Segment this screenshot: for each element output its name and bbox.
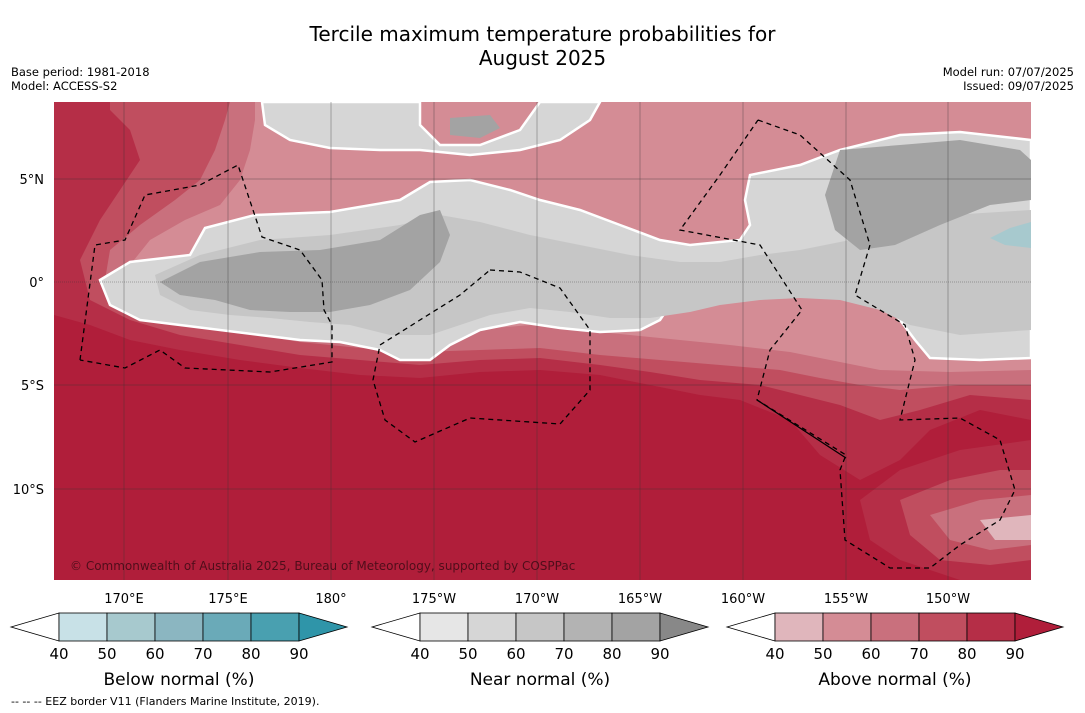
colorbar-near-tick: 70: [554, 645, 573, 663]
lon-label-180: 180°: [315, 592, 346, 607]
colorbar-near-segment: [515, 612, 565, 642]
colorbar-above-low-extension: [725, 612, 776, 642]
lat-label-10s: 10°S: [13, 483, 44, 498]
colorbar-above-tick: 90: [1005, 645, 1024, 663]
colorbar-above-segment: [966, 612, 1016, 642]
lon-label-165w: 165°W: [618, 592, 662, 607]
colorbar-below-low-extension: [9, 612, 60, 642]
colorbar-below-tick: 90: [289, 645, 308, 663]
colorbar-near-tick: 60: [506, 645, 525, 663]
colorbar-near-tick: 50: [458, 645, 477, 663]
lat-label-5n: 5°N: [20, 173, 45, 188]
field-near-80-east: [825, 140, 1031, 250]
colorbar-near-high-extension: [659, 612, 710, 642]
colorbar-near-tick: 40: [410, 645, 429, 663]
colorbar-above-segment: [822, 612, 872, 642]
lon-label-175w: 175°W: [412, 592, 456, 607]
colorbar-below-tick: 50: [97, 645, 116, 663]
colorbar-below-segment: [154, 612, 204, 642]
colorbar-above-high-extension: [1014, 612, 1065, 642]
colorbar-below-segment: [250, 612, 300, 642]
colorbar-below-high-extension: [298, 612, 349, 642]
lat-label-equator: 0°: [29, 276, 44, 291]
eez-samoa-tokelau: [756, 399, 847, 459]
title-line-1: Tercile maximum temperature probabilitie…: [309, 22, 776, 46]
map-title: Tercile maximum temperature probabilitie…: [0, 22, 1085, 70]
field-above-40: [980, 515, 1031, 540]
lat-labels: 5°N 0° 5°S 10°S: [13, 173, 44, 498]
eez-borders: [79, 119, 1016, 569]
colorbar-near-tick: 80: [602, 645, 621, 663]
colorbar-below-tick: 40: [49, 645, 68, 663]
colorbar-above-segment: [774, 612, 824, 642]
colorbar-above-segment: [918, 612, 968, 642]
lon-label-170e: 170°E: [104, 592, 144, 607]
lon-label-175e: 175°E: [208, 592, 248, 607]
colorbar-below-segment: [202, 612, 252, 642]
colorbar-near-segment: [563, 612, 613, 642]
field-near-north: [260, 102, 602, 157]
colorbar-below-segment: [58, 612, 108, 642]
field-near-80-north: [450, 115, 500, 138]
colorbar-above-tick: 70: [909, 645, 928, 663]
colorbar-above-tick: 40: [765, 645, 784, 663]
meta-right: Model run: 07/07/2025 Issued: 09/07/2025: [943, 65, 1074, 93]
copyright-text: © Commonwealth of Australia 2025, Bureau…: [70, 559, 575, 573]
eez-kiribati-phoenix: [372, 269, 591, 443]
colorbar-group: 40 50 60 70 80 90 Below normal (%) 40 50 60 70 80 90…: [9, 612, 1065, 690]
colorbar-near-tick: 90: [650, 645, 669, 663]
colorbar-near-segment: [467, 612, 517, 642]
colorbar-near-segment: [419, 612, 469, 642]
colorbar-above-label: Above normal (%): [818, 670, 971, 690]
title-line-2: August 2025: [478, 46, 607, 70]
colorbar-below-tick: 80: [241, 645, 260, 663]
graticule: [54, 102, 1031, 580]
colorbar-below: 40 50 60 70 80 90 Below normal (%): [9, 612, 349, 690]
model-name: Model: ACCESS-S2: [11, 79, 118, 93]
model-run: Model run: 07/07/2025: [942, 65, 1074, 79]
colorbar-near: 40 50 60 70 80 90 Near normal (%): [370, 612, 710, 690]
lon-label-170w: 170°W: [515, 592, 559, 607]
meta-left: Base period: 1981-2018 Model: ACCESS-S2: [11, 65, 150, 93]
colorbar-above-tick: 50: [813, 645, 832, 663]
eez-footnote: -- -- -- EEZ border V11 (Flanders Marine…: [11, 695, 320, 708]
colorbar-above-segment: [870, 612, 920, 642]
colorbar-above-tick: 80: [957, 645, 976, 663]
base-period: Base period: 1981-2018: [11, 65, 150, 79]
colorbar-below-tick: 60: [145, 645, 164, 663]
field-near-80-west: [160, 210, 450, 312]
field-below-50: [990, 222, 1031, 248]
colorbar-near-segment: [611, 612, 661, 642]
colorbar-below-label: Below normal (%): [104, 670, 255, 690]
lon-label-160w: 160°W: [721, 592, 765, 607]
map-field: © Commonwealth of Australia 2025, Bureau…: [54, 102, 1031, 580]
colorbar-near-low-extension: [370, 612, 421, 642]
colorbar-near-label: Near normal (%): [470, 670, 610, 690]
lon-label-155w: 155°W: [824, 592, 868, 607]
lon-label-150w: 150°W: [926, 592, 970, 607]
colorbar-above: 40 50 60 70 80 90 Above normal (%): [725, 612, 1065, 690]
colorbar-below-tick: 70: [193, 645, 212, 663]
lat-label-5s: 5°S: [21, 379, 44, 394]
issued-date: Issued: 09/07/2025: [963, 79, 1074, 93]
colorbar-above-tick: 60: [861, 645, 880, 663]
lon-labels: 170°E 175°E 180° 175°W 170°W 165°W 160°W…: [104, 592, 970, 607]
colorbar-below-segment: [106, 612, 156, 642]
